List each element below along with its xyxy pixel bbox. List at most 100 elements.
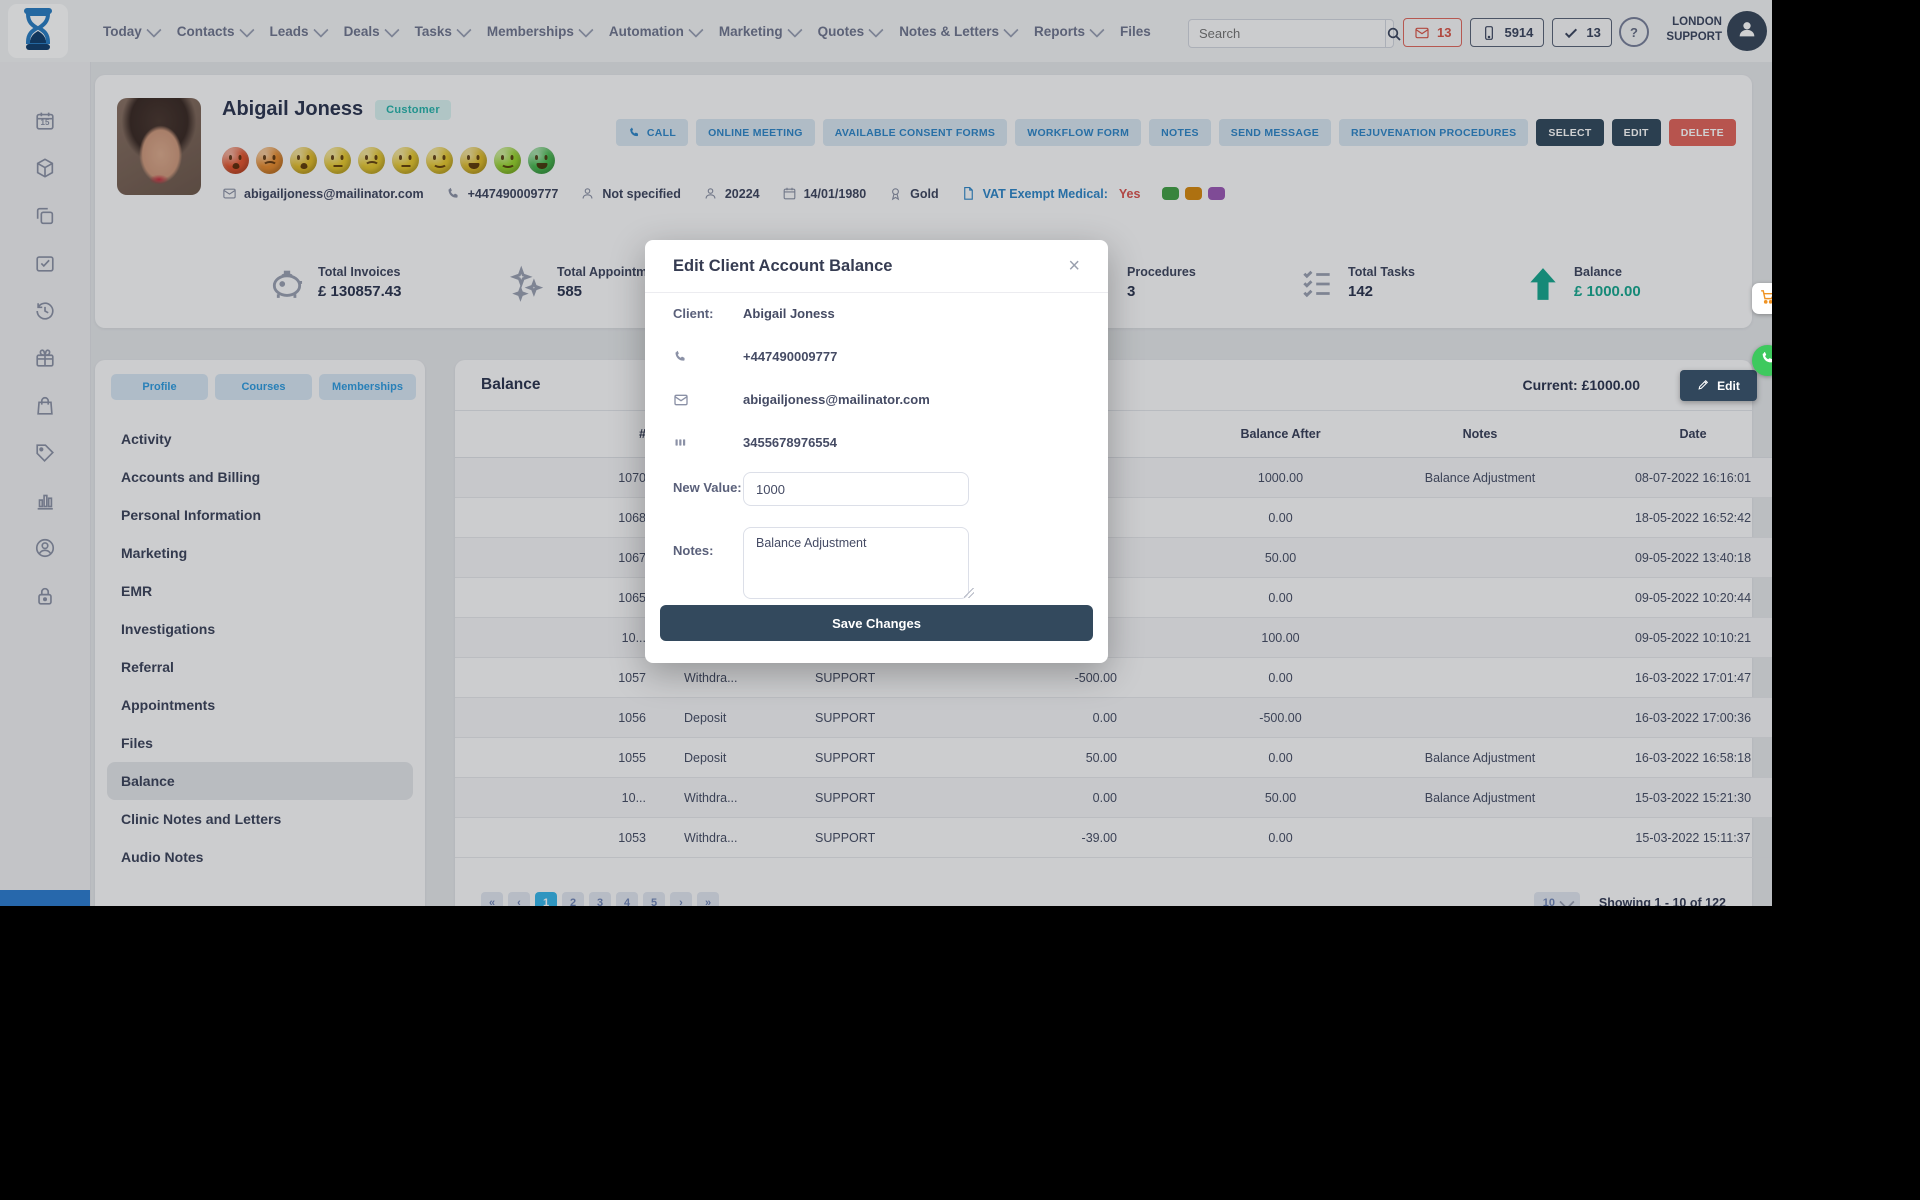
action-edit-button[interactable]: EDIT <box>1611 119 1661 146</box>
mood-face-1[interactable] <box>222 147 249 174</box>
cell-1: 1053 <box>455 817 678 858</box>
page-button-3[interactable]: 3 <box>589 892 611 906</box>
nav-item-reports[interactable]: Reports <box>1034 21 1105 39</box>
menu-item-referral[interactable]: Referral <box>121 659 174 675</box>
mood-face-2[interactable] <box>256 147 283 174</box>
action-online-meeting-button[interactable]: ONLINE MEETING <box>696 119 815 146</box>
nav-item-tasks[interactable]: Tasks <box>414 21 472 39</box>
tab-courses[interactable]: Courses <box>215 374 312 400</box>
menu-item-accounts-and-billing[interactable]: Accounts and Billing <box>121 469 261 485</box>
nav-item-today[interactable]: Today <box>103 21 162 39</box>
chart-icon[interactable] <box>34 490 56 512</box>
page-button-»[interactable]: » <box>697 892 719 906</box>
mood-face-3[interactable] <box>290 147 317 174</box>
textarea-resize-handle[interactable] <box>964 588 974 598</box>
copy-icon[interactable] <box>34 205 56 227</box>
action-send-message-button[interactable]: SEND MESSAGE <box>1218 119 1331 146</box>
menu-item-files[interactable]: Files <box>121 735 153 751</box>
calendar-icon[interactable]: 15 <box>34 110 56 132</box>
mail-badge[interactable]: 13 <box>1403 18 1463 47</box>
tab-memberships[interactable]: Memberships <box>319 374 416 400</box>
nav-item-notes-letters[interactable]: Notes & Letters <box>899 21 1019 39</box>
action-notes-button[interactable]: NOTES <box>1149 119 1211 146</box>
action-delete-button[interactable]: DELETE <box>1668 119 1736 146</box>
app-logo[interactable] <box>8 4 68 58</box>
mood-face-4[interactable] <box>324 147 351 174</box>
menu-item-marketing[interactable]: Marketing <box>121 545 188 561</box>
action-select-button[interactable]: SELECT <box>1536 119 1604 146</box>
menu-item-balance[interactable]: Balance <box>107 762 413 800</box>
action-call-button[interactable]: CALL <box>615 119 689 146</box>
cell-5: 0.00 <box>1142 577 1419 618</box>
menu-item-audio-notes[interactable]: Audio Notes <box>121 849 204 865</box>
menu-item-investigations[interactable]: Investigations <box>121 621 216 637</box>
new-value-input[interactable] <box>743 472 969 506</box>
history-icon[interactable] <box>34 300 56 322</box>
edit-balance-button[interactable]: Edit <box>1680 370 1757 401</box>
menu-item-emr[interactable]: EMR <box>121 583 153 599</box>
mood-mouth <box>536 163 547 169</box>
page-button-«[interactable]: « <box>481 892 503 906</box>
menu-item-clinic-notes-and-letters[interactable]: Clinic Notes and Letters <box>121 811 282 827</box>
page-button-›[interactable]: › <box>670 892 692 906</box>
nav-item-deals[interactable]: Deals <box>344 21 400 39</box>
main-menu: Today Contacts Leads Deals Tasks Memberships A… <box>103 0 1151 62</box>
menu-item-personal-information[interactable]: Personal Information <box>121 507 262 523</box>
stat-text: Balance £ 1000.00 <box>1574 265 1641 303</box>
page-button-2[interactable]: 2 <box>562 892 584 906</box>
search-icon[interactable] <box>1385 20 1402 47</box>
nav-item-automation[interactable]: Automation <box>609 21 704 39</box>
mood-face-9[interactable] <box>494 147 521 174</box>
nav-item-contacts[interactable]: Contacts <box>177 21 255 39</box>
page-button-5[interactable]: 5 <box>643 892 665 906</box>
contact-mail: abigailjoness@mailinator.com <box>222 186 424 201</box>
cell-7: 16-03-2022 16:58:18 <box>1541 737 1772 778</box>
package-icon[interactable] <box>34 157 56 179</box>
action-workflow-form-button[interactable]: WORKFLOW FORM <box>1015 119 1142 146</box>
nav-item-memberships[interactable]: Memberships <box>487 21 594 39</box>
nav-item-marketing[interactable]: Marketing <box>719 21 803 39</box>
mood-face-7[interactable] <box>426 147 453 174</box>
mood-face-10[interactable] <box>528 147 555 174</box>
menu-item-activity[interactable]: Activity <box>121 431 172 447</box>
help-icon[interactable]: ? <box>1619 17 1649 47</box>
client-photo[interactable] <box>117 98 201 195</box>
cell-6 <box>1419 497 1541 538</box>
bag-icon[interactable] <box>34 395 56 417</box>
page-button-‹[interactable]: ‹ <box>508 892 530 906</box>
box-check-icon[interactable] <box>34 252 56 274</box>
cell-7: 16-03-2022 17:01:47 <box>1541 657 1772 698</box>
page-button-1[interactable]: 1 <box>535 892 557 906</box>
user-avatar[interactable] <box>1727 11 1767 51</box>
tab-profile[interactable]: Profile <box>111 374 208 400</box>
nav-item-label: Tasks <box>414 23 452 39</box>
lock-icon[interactable] <box>34 585 56 607</box>
gift-icon[interactable] <box>34 347 56 369</box>
menu-item-appointments[interactable]: Appointments <box>121 697 216 713</box>
mood-face-5[interactable] <box>358 147 385 174</box>
cell-4: -39.00 <box>966 817 1142 858</box>
mood-face-8[interactable] <box>460 147 487 174</box>
mobile-badge[interactable]: 5914 <box>1470 18 1545 47</box>
modal-header: Edit Client Account Balance × <box>645 240 1108 293</box>
page-button-4[interactable]: 4 <box>616 892 638 906</box>
action-available-consent-forms-button[interactable]: AVAILABLE CONSENT FORMS <box>822 119 1008 146</box>
cart-floating-button[interactable] <box>1752 283 1772 314</box>
cell-7: 15-03-2022 15:21:30 <box>1541 777 1772 818</box>
page-size-select[interactable]: 10 <box>1533 892 1580 906</box>
nav-item-quotes[interactable]: Quotes <box>818 21 884 39</box>
save-changes-button[interactable]: Save Changes <box>660 605 1093 641</box>
whatsapp-floating-button[interactable] <box>1752 345 1772 376</box>
check-badge[interactable]: 13 <box>1552 18 1612 47</box>
search-input[interactable] <box>1189 20 1385 47</box>
account-icon[interactable] <box>34 537 56 559</box>
mood-face-6[interactable] <box>392 147 419 174</box>
nav-item-files[interactable]: Files <box>1120 24 1151 39</box>
notes-textarea[interactable]: Balance Adjustment <box>743 527 969 599</box>
tag-icon[interactable] <box>34 442 56 464</box>
action-rejuvenation-procedures-button[interactable]: REJUVENATION PROCEDURES <box>1339 119 1529 146</box>
action-label: DELETE <box>1680 126 1724 139</box>
close-icon[interactable]: × <box>1068 255 1080 277</box>
mood-mouth <box>500 158 515 168</box>
nav-item-leads[interactable]: Leads <box>270 21 329 39</box>
